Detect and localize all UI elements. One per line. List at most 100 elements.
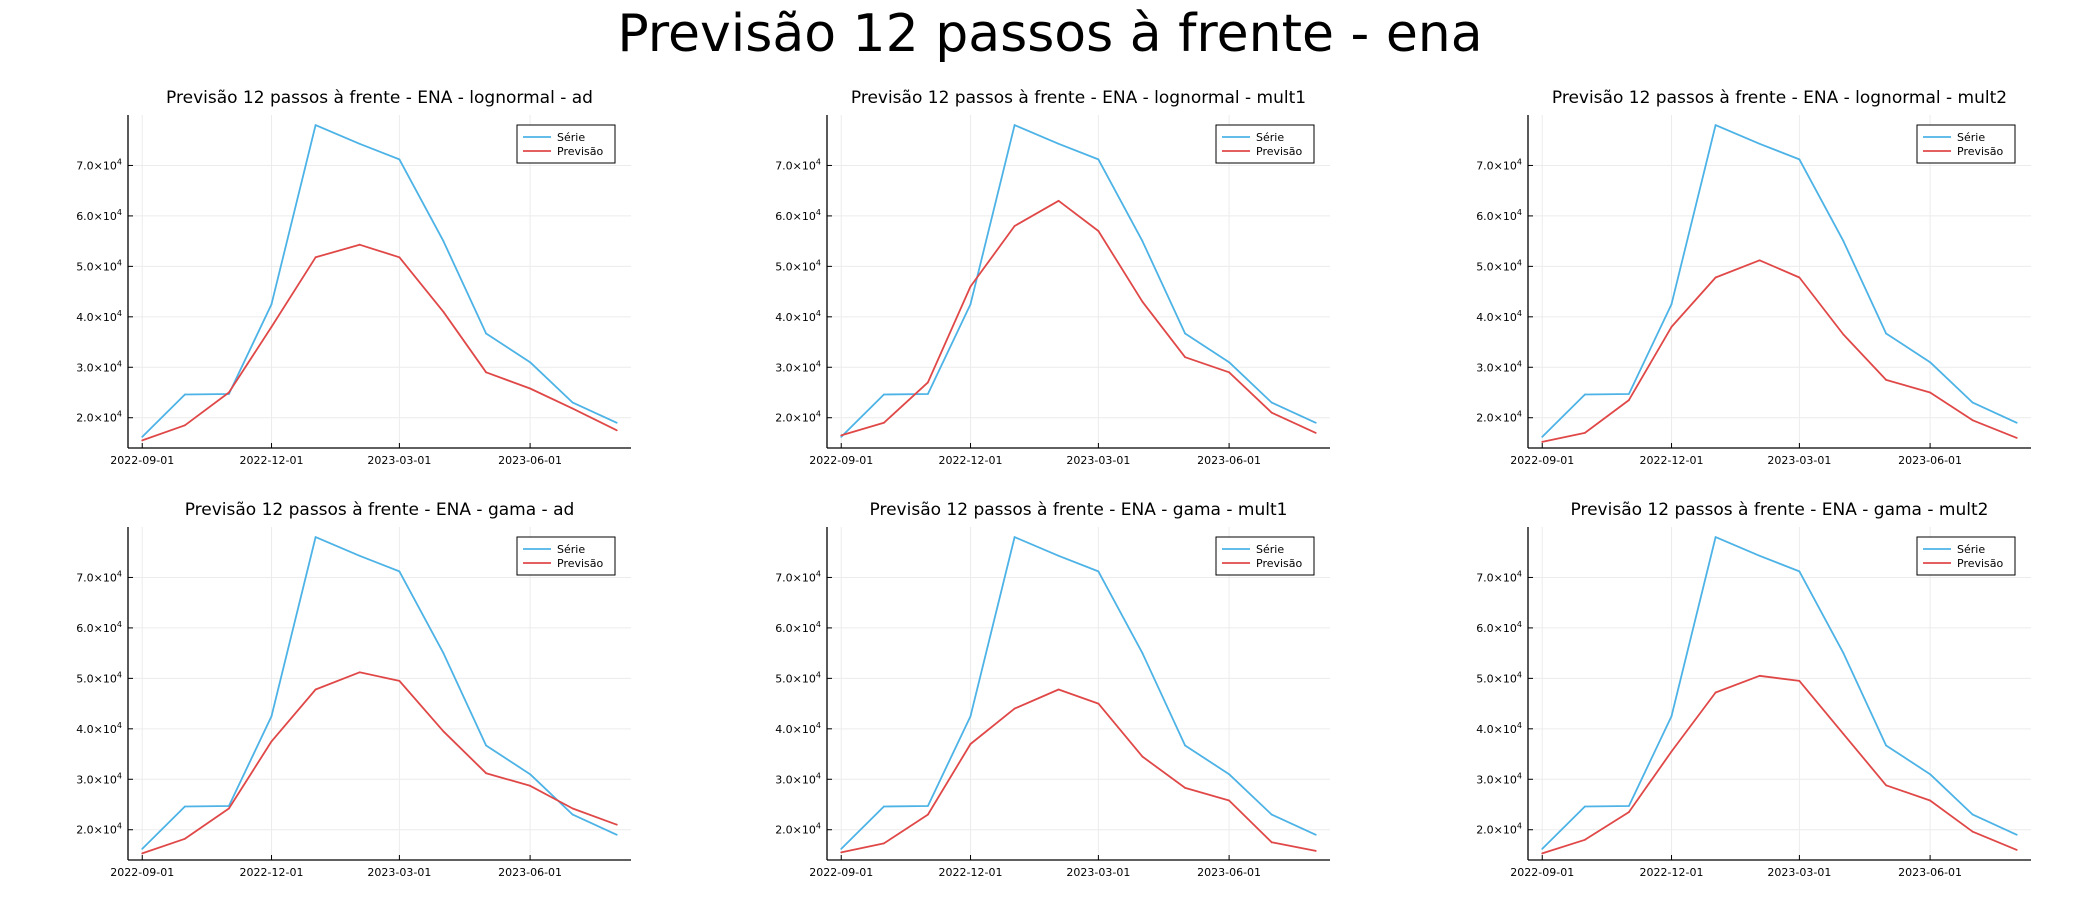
series-line-previsao [840, 199, 1317, 437]
subplot-title: Previsão 12 passos à frente - ENA - logn… [851, 88, 1306, 108]
data-point [183, 805, 186, 808]
data-point [1842, 732, 1845, 735]
x-tick-label: 2023-03-01 [1767, 866, 1831, 879]
data-point [485, 371, 487, 374]
data-point [1842, 240, 1845, 243]
y-tick-label: 2.0×104 [775, 410, 821, 425]
legend-box [1215, 124, 1315, 164]
data-point [1314, 833, 1317, 836]
data-point [1097, 230, 1100, 232]
y-tick-label: 3.0×104 [1476, 359, 1522, 374]
legend-label: Previsão [557, 557, 604, 570]
data-point [882, 842, 885, 845]
y-tick-label: 2.0×104 [76, 410, 122, 425]
x-tick-label: 2023-03-01 [1066, 866, 1130, 879]
data-point [398, 570, 401, 573]
data-point [529, 361, 531, 364]
legend-box [1916, 536, 2016, 576]
data-point [1270, 411, 1273, 414]
data-point [485, 772, 487, 775]
data-point [1057, 142, 1060, 145]
x-tick-label: 2022-12-01 [939, 866, 1003, 879]
data-point [1314, 431, 1317, 434]
legend-label: Previsão [557, 145, 604, 158]
data-point [1628, 393, 1630, 395]
data-point [1228, 371, 1230, 374]
data-point [969, 303, 972, 306]
data-point [270, 740, 273, 743]
legend-label: Série [1957, 131, 1985, 144]
y-tick-label: 5.0×104 [76, 670, 122, 685]
data-point [1670, 303, 1673, 306]
data-point [228, 807, 230, 810]
data-point [927, 805, 929, 807]
data-point [1270, 841, 1273, 844]
series-line-serie [840, 536, 1317, 850]
series-line-previsao [141, 671, 618, 855]
x-tick-label: 2023-06-01 [1898, 866, 1962, 879]
data-point [1842, 333, 1845, 336]
y-tick-label: 4.0×104 [76, 309, 122, 324]
data-point [571, 807, 574, 810]
x-tick-label: 2022-12-01 [1640, 454, 1704, 467]
legend-label: Série [1256, 131, 1284, 144]
y-tick-label: 4.0×104 [1476, 721, 1522, 736]
data-point [183, 424, 186, 427]
y-tick-label: 3.0×104 [775, 359, 821, 374]
y-tick-label: 2.0×104 [775, 822, 821, 837]
data-point [1798, 276, 1801, 279]
data-point [615, 823, 618, 826]
data-point [1057, 199, 1060, 202]
data-point [1714, 691, 1717, 694]
data-point [1714, 536, 1717, 538]
data-point [927, 381, 929, 384]
y-tick-label: 4.0×104 [775, 309, 821, 324]
x-tick-label: 2022-12-01 [240, 866, 304, 879]
data-point [1670, 715, 1673, 718]
x-tick-label: 2023-06-01 [1197, 866, 1261, 879]
y-tick-label: 6.0×104 [1476, 208, 1522, 223]
data-point [571, 401, 574, 404]
y-tick-label: 5.0×104 [775, 670, 821, 685]
data-point [1184, 332, 1186, 335]
data-point [1929, 799, 1931, 802]
subplot-title: Previsão 12 passos à frente - ENA - gama… [185, 500, 575, 520]
data-point [1314, 421, 1317, 424]
subplot-title: Previsão 12 passos à frente - ENA - logn… [166, 88, 593, 108]
data-point [1929, 391, 1931, 394]
data-point [1314, 850, 1317, 852]
data-point [1270, 813, 1273, 816]
subplot-6: Previsão 12 passos à frente - ENA - gama… [1476, 500, 2031, 879]
data-point [485, 744, 487, 747]
series-line-serie [1541, 124, 2018, 438]
x-tick-label: 2023-06-01 [1898, 454, 1962, 467]
data-point [1184, 786, 1186, 789]
data-point [270, 303, 273, 306]
y-tick-label: 4.0×104 [1476, 309, 1522, 324]
data-point [840, 436, 843, 438]
data-point [1057, 554, 1060, 557]
data-point [1670, 326, 1673, 328]
y-tick-label: 5.0×104 [775, 258, 821, 273]
data-point [882, 805, 885, 808]
figure-title: Previsão 12 passos à frente - ena [617, 4, 1483, 64]
data-point [1670, 750, 1673, 753]
data-point [398, 158, 401, 161]
subplot-title: Previsão 12 passos à frente - ENA - gama… [1571, 500, 1989, 520]
y-tick-label: 5.0×104 [1476, 258, 1522, 273]
legend-box [516, 536, 616, 576]
y-tick-label: 6.0×104 [775, 620, 821, 635]
data-point [840, 848, 843, 850]
y-tick-label: 2.0×104 [76, 822, 122, 837]
x-tick-label: 2022-12-01 [1640, 866, 1704, 879]
data-point [1583, 393, 1586, 396]
legend-label: Previsão [1957, 145, 2004, 158]
data-point [314, 256, 317, 259]
data-point [1971, 813, 1974, 816]
data-point [1929, 361, 1931, 364]
legend-label: Série [1957, 543, 1985, 556]
data-point [969, 285, 972, 288]
data-point [927, 813, 929, 816]
data-point [1758, 259, 1761, 262]
